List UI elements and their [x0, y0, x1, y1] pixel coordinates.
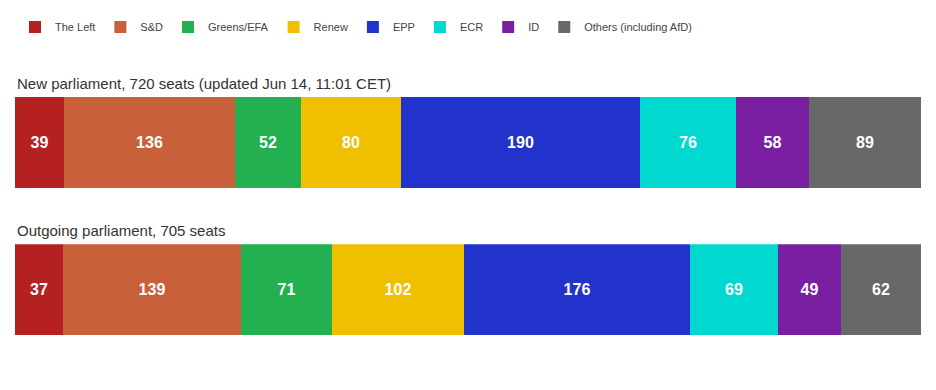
svg-text:Greens/EFA: Greens/EFA — [208, 21, 269, 33]
svg-text:ECR: ECR — [460, 21, 483, 33]
svg-text:176: 176 — [564, 281, 591, 298]
svg-text:Renew: Renew — [314, 21, 348, 33]
svg-text:71: 71 — [278, 281, 296, 298]
svg-text:49: 49 — [801, 281, 819, 298]
svg-text:69: 69 — [725, 281, 743, 298]
svg-text:37: 37 — [30, 281, 48, 298]
svg-text:39: 39 — [31, 134, 49, 151]
svg-text:S&D: S&D — [140, 21, 163, 33]
svg-text:136: 136 — [136, 134, 163, 151]
svg-text:62: 62 — [872, 281, 890, 298]
svg-text:80: 80 — [342, 134, 360, 151]
svg-text:Others (including AfD): Others (including AfD) — [584, 21, 692, 33]
svg-text:76: 76 — [679, 134, 697, 151]
svg-text:58: 58 — [764, 134, 782, 151]
svg-text:190: 190 — [507, 134, 534, 151]
svg-text:ID: ID — [528, 21, 539, 33]
svg-text:89: 89 — [856, 134, 874, 151]
svg-text:EPP: EPP — [393, 21, 415, 33]
svg-text:139: 139 — [139, 281, 166, 298]
svg-text:52: 52 — [259, 134, 277, 151]
svg-text:102: 102 — [385, 281, 412, 298]
svg-text:The Left: The Left — [55, 21, 95, 33]
svg-text:Outgoing parliament, 705 seats: Outgoing parliament, 705 seats — [17, 222, 225, 239]
svg-text:New parliament, 720 seats (upd: New parliament, 720 seats (updated Jun 1… — [17, 75, 391, 92]
